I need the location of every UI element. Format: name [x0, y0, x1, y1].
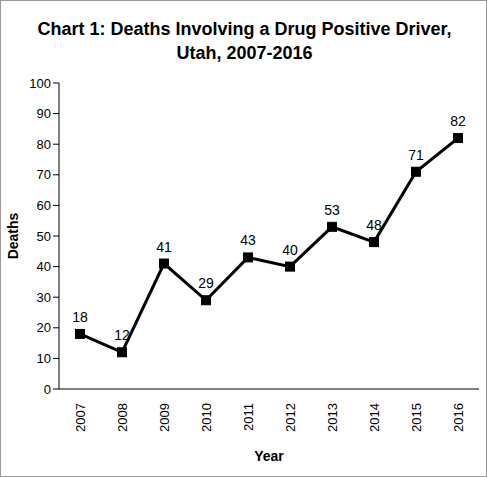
- svg-text:Deaths: Deaths: [8, 212, 21, 259]
- svg-text:12: 12: [114, 327, 130, 343]
- svg-text:40: 40: [37, 259, 51, 274]
- svg-text:2010: 2010: [199, 403, 214, 432]
- svg-text:2016: 2016: [451, 403, 466, 432]
- svg-text:70: 70: [37, 167, 51, 182]
- svg-text:29: 29: [198, 275, 214, 291]
- svg-text:53: 53: [324, 202, 340, 218]
- svg-text:18: 18: [72, 309, 88, 325]
- svg-text:0: 0: [44, 382, 51, 397]
- svg-text:2014: 2014: [367, 403, 382, 432]
- svg-text:Year: Year: [254, 448, 284, 464]
- svg-text:2015: 2015: [409, 403, 424, 432]
- html-text:Chart 1: Deaths Involving a Dr: Chart 1: Deaths Involving a Drug Positiv…: [37, 19, 452, 63]
- svg-text:41: 41: [156, 239, 172, 255]
- svg-text:100: 100: [29, 76, 51, 91]
- svg-text:2008: 2008: [115, 403, 130, 432]
- svg-text:30: 30: [37, 290, 51, 305]
- svg-text:2009: 2009: [157, 403, 172, 432]
- svg-text:50: 50: [37, 229, 51, 244]
- svg-text:2011: 2011: [241, 403, 256, 431]
- svg-text:60: 60: [37, 198, 51, 213]
- svg-text:10: 10: [37, 351, 51, 366]
- svg-text:80: 80: [37, 137, 51, 152]
- svg-text:20: 20: [37, 320, 51, 335]
- svg-text:48: 48: [366, 217, 382, 233]
- svg-text:2007: 2007: [73, 403, 88, 432]
- svg-text:2013: 2013: [325, 403, 340, 432]
- svg-text:43: 43: [240, 232, 256, 248]
- svg-text:40: 40: [282, 242, 298, 258]
- svg-text:82: 82: [450, 113, 466, 129]
- svg-text:71: 71: [408, 147, 424, 163]
- svg-text:2012: 2012: [283, 403, 298, 432]
- svg-text:90: 90: [37, 106, 51, 121]
